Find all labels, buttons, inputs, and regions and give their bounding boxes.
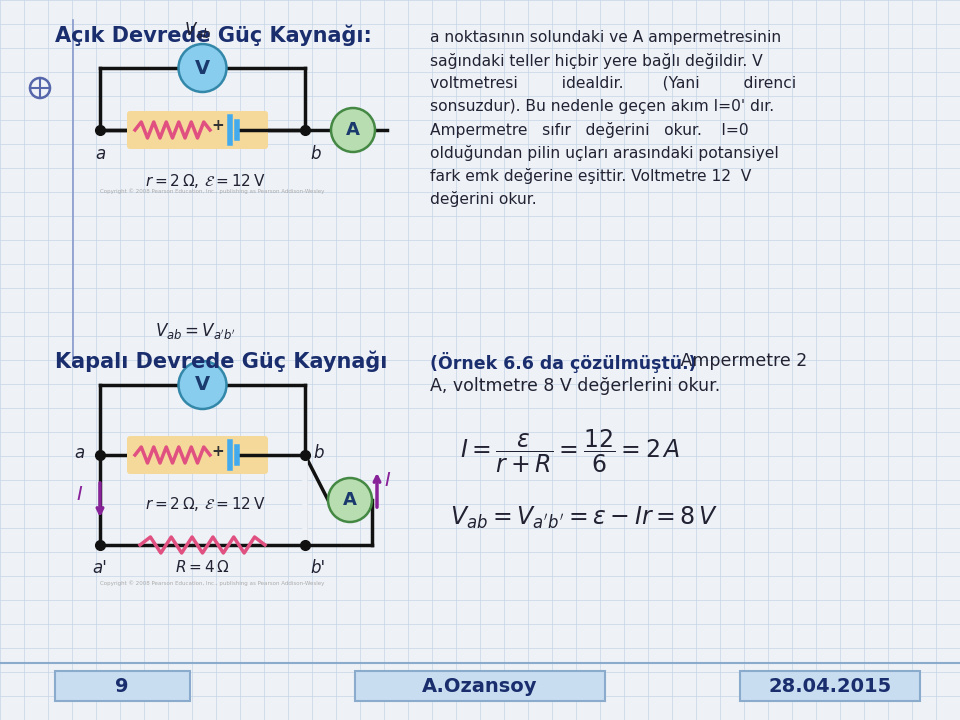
FancyBboxPatch shape <box>740 671 920 701</box>
Text: Açık Devrede Güç Kaynağı:: Açık Devrede Güç Kaynağı: <box>55 25 372 47</box>
FancyBboxPatch shape <box>55 671 190 701</box>
Text: V: V <box>195 58 210 78</box>
Text: A, voltmetre 8 V değerlerini okur.: A, voltmetre 8 V değerlerini okur. <box>430 377 720 395</box>
Text: Copyright © 2008 Pearson Education, Inc., publishing as Pearson Addison-Wesley: Copyright © 2008 Pearson Education, Inc.… <box>100 580 324 585</box>
Text: (Örnek 6.6 da çözülmüştü.): (Örnek 6.6 da çözülmüştü.) <box>430 352 697 373</box>
Text: A.Ozansoy: A.Ozansoy <box>422 677 538 696</box>
Text: sonsuzdur). Bu nedenle geçen akım I=0' dır.: sonsuzdur). Bu nedenle geçen akım I=0' d… <box>430 99 774 114</box>
Text: A: A <box>343 491 357 509</box>
Text: Kapalı Devrede Güç Kaynağı: Kapalı Devrede Güç Kaynağı <box>55 350 388 372</box>
Text: olduğundan pilin uçları arasındaki potansiyel: olduğundan pilin uçları arasındaki potan… <box>430 145 779 161</box>
Text: A: A <box>346 121 360 139</box>
Text: a: a <box>95 145 106 163</box>
Text: Copyright © 2008 Pearson Education, Inc., publishing as Pearson Addison-Wesley: Copyright © 2008 Pearson Education, Inc.… <box>100 188 324 194</box>
FancyBboxPatch shape <box>127 111 268 149</box>
Text: fark emk değerine eşittir. Voltmetre 12  V: fark emk değerine eşittir. Voltmetre 12 … <box>430 168 752 184</box>
Text: $V_{ab}$: $V_{ab}$ <box>183 20 211 40</box>
Circle shape <box>331 108 375 152</box>
Text: 28.04.2015: 28.04.2015 <box>768 677 892 696</box>
FancyBboxPatch shape <box>127 436 268 474</box>
Text: değerini okur.: değerini okur. <box>430 191 537 207</box>
Text: I: I <box>384 470 390 490</box>
Text: a': a' <box>92 559 108 577</box>
FancyBboxPatch shape <box>355 671 605 701</box>
Text: V: V <box>195 376 210 395</box>
Text: a noktasının solundaki ve A ampermetresinin: a noktasının solundaki ve A ampermetresi… <box>430 30 781 45</box>
Text: b': b' <box>310 559 325 577</box>
Text: a: a <box>75 444 85 462</box>
Text: Ampermetre 2: Ampermetre 2 <box>675 352 807 370</box>
Text: $V_{ab} = V_{a'b'}$: $V_{ab} = V_{a'b'}$ <box>155 321 236 341</box>
Text: +: + <box>211 119 225 133</box>
Text: voltmetresi         idealdir.        (Yani         direnci: voltmetresi idealdir. (Yani direnci <box>430 76 796 91</box>
Text: I: I <box>76 485 82 505</box>
Text: $r = 2\,\Omega,\,\mathcal{E} = 12\,\mathrm{V}$: $r = 2\,\Omega,\,\mathcal{E} = 12\,\math… <box>145 172 266 190</box>
Text: $R = 4\,\Omega$: $R = 4\,\Omega$ <box>175 559 229 575</box>
Text: b: b <box>313 444 324 462</box>
Circle shape <box>328 478 372 522</box>
Text: +: + <box>211 444 225 459</box>
Text: $I = \dfrac{\varepsilon}{r + R} = \dfrac{12}{6} = 2\,A$: $I = \dfrac{\varepsilon}{r + R} = \dfrac… <box>460 428 681 475</box>
Text: 9: 9 <box>115 677 129 696</box>
Circle shape <box>179 361 227 409</box>
Text: b: b <box>310 145 321 163</box>
Text: $V_{ab} = V_{a'b'} = \varepsilon - Ir = 8\,V$: $V_{ab} = V_{a'b'} = \varepsilon - Ir = … <box>450 505 718 531</box>
Text: $r = 2\,\Omega,\,\mathcal{E} = 12\,\mathrm{V}$: $r = 2\,\Omega,\,\mathcal{E} = 12\,\math… <box>145 495 266 513</box>
Text: Ampermetre   sıfır   değerini   okur.    I=0: Ampermetre sıfır değerini okur. I=0 <box>430 122 749 138</box>
Text: sağındaki teller hiçbir yere bağlı değildir. V: sağındaki teller hiçbir yere bağlı değil… <box>430 53 763 69</box>
Circle shape <box>179 44 227 92</box>
